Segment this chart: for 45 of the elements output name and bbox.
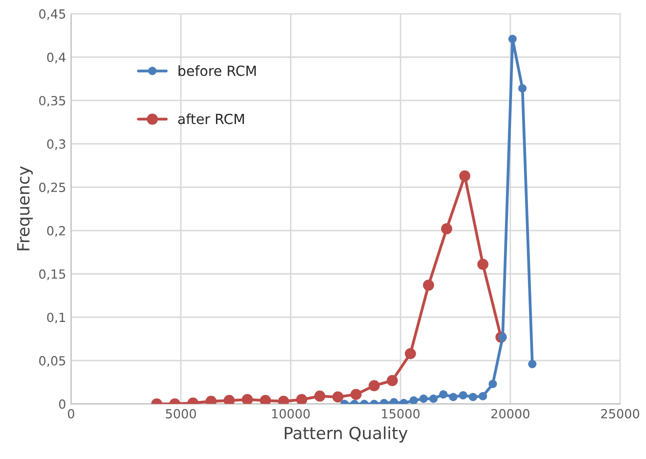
point <box>477 258 488 270</box>
legend-label: before RCM <box>178 65 256 76</box>
point <box>296 394 308 404</box>
point <box>419 394 428 403</box>
x-tick-label: 20000 <box>491 409 530 418</box>
point <box>508 34 517 44</box>
x-tick-label: 0 <box>68 409 74 418</box>
point <box>449 392 458 402</box>
point <box>429 394 438 403</box>
x-tick-label: 5000 <box>166 409 196 418</box>
point <box>386 374 398 386</box>
x-tick-label: 25000 <box>601 409 640 418</box>
y-tick-label: 0,45 <box>39 9 66 20</box>
y-tick-label: 0,25 <box>39 182 66 194</box>
y-axis-title: Frequency <box>17 166 33 250</box>
x-tick-label: 15000 <box>382 409 420 418</box>
point <box>314 390 326 402</box>
x-axis-title: Pattern Quality <box>284 426 408 443</box>
point <box>498 332 507 342</box>
y-tick-label: 0,15 <box>39 269 66 280</box>
point <box>332 391 344 403</box>
x-tick-label: 10000 <box>272 409 310 418</box>
point <box>439 390 448 399</box>
y-tick-label: 0,4 <box>47 52 66 64</box>
point <box>404 348 416 360</box>
y-tick-label: 0,2 <box>47 226 65 237</box>
point <box>441 223 452 234</box>
y-tick-label: 0,1 <box>47 312 66 324</box>
y-tick-label: 0,35 <box>39 96 66 107</box>
legend-label: after RCM <box>178 113 244 124</box>
point <box>458 391 468 400</box>
point <box>368 380 380 392</box>
point <box>459 170 470 182</box>
point <box>422 280 434 291</box>
point <box>528 360 536 368</box>
point <box>350 388 362 400</box>
point <box>488 380 497 388</box>
point <box>410 396 418 404</box>
point <box>518 84 527 92</box>
point <box>242 394 253 404</box>
point <box>478 392 488 400</box>
point <box>468 392 478 402</box>
y-tick-label: 0,3 <box>47 139 66 150</box>
y-tick-label: 0,05 <box>39 356 66 367</box>
y-tick-label: 0 <box>59 399 66 409</box>
